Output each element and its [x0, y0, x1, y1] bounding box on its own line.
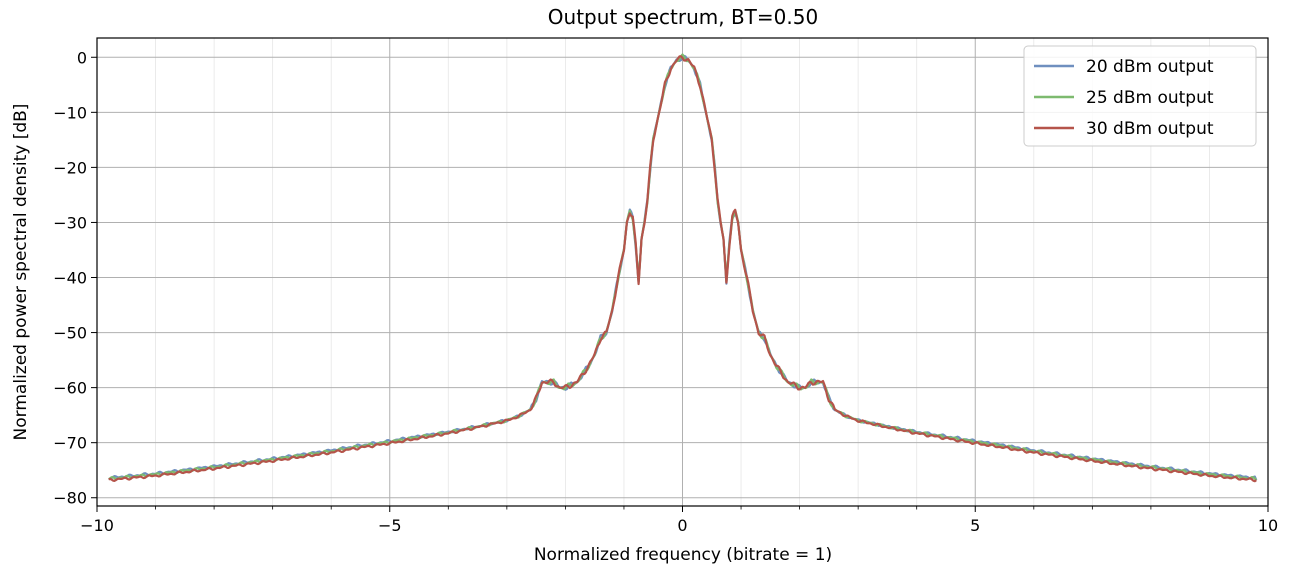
y-tick-label: −80	[53, 489, 87, 508]
series-line-3	[108, 55, 1257, 483]
y-axis: 0 −10 −20 −30 −40 −50 −60 −70 −80	[53, 48, 97, 508]
chart-title: Output spectrum, BT=0.50	[548, 5, 818, 29]
x-tick-label: 0	[677, 516, 687, 535]
x-tick-label: −5	[378, 516, 402, 535]
series-line-2	[108, 53, 1258, 481]
legend: 20 dBm output 25 dBm output 30 dBm output	[1023, 45, 1257, 147]
legend-label: 30 dBm output	[1086, 119, 1214, 139]
x-axis-label: Normalized frequency (bitrate = 1)	[534, 545, 832, 565]
y-tick-label: −10	[53, 103, 87, 122]
y-tick-label: −30	[53, 213, 87, 232]
x-axis: −10 −5 0 5 10	[80, 506, 1278, 535]
y-tick-label: 0	[77, 48, 87, 67]
legend-label: 20 dBm output	[1086, 57, 1214, 77]
y-tick-label: −70	[53, 434, 87, 453]
y-tick-label: −40	[53, 269, 87, 288]
minor-grid	[155, 38, 1210, 506]
legend-box	[1023, 45, 1257, 147]
y-tick-label: −60	[53, 379, 87, 398]
series-layer	[108, 53, 1258, 483]
y-tick-label: −20	[53, 158, 87, 177]
y-tick-label: −50	[53, 324, 87, 343]
legend-label: 25 dBm output	[1086, 88, 1214, 108]
y-axis-label: Normalized power spectral density [dB]	[11, 104, 31, 441]
x-tick-label: 10	[1258, 516, 1278, 535]
x-tick-label: −10	[80, 516, 114, 535]
x-tick-label: 5	[970, 516, 980, 535]
